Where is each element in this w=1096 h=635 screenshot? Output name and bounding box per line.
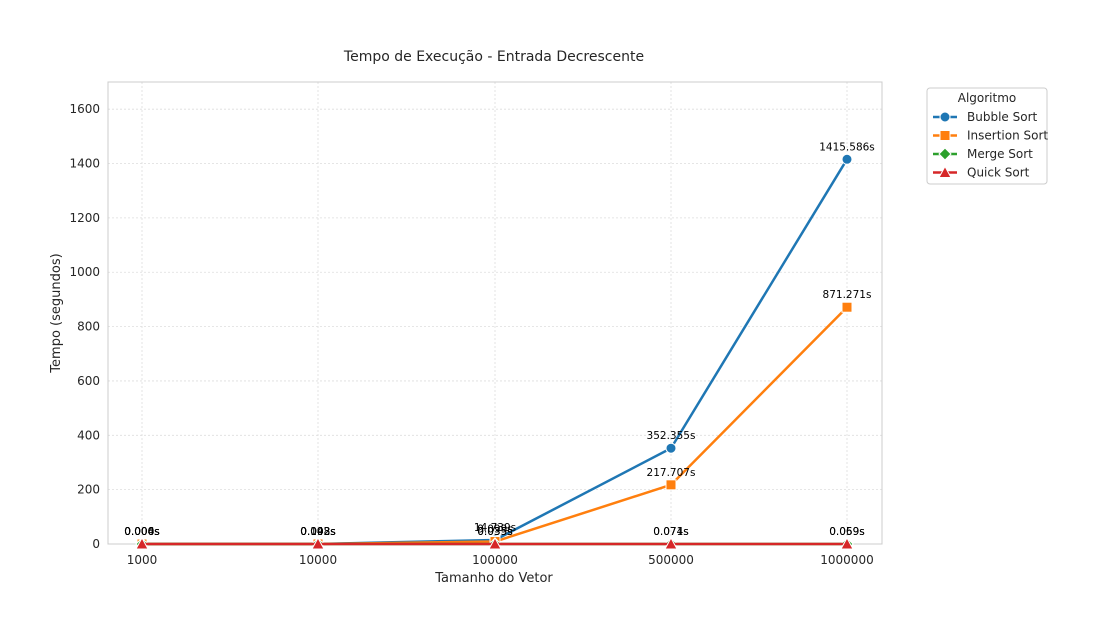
y-tick-label: 400 bbox=[77, 428, 100, 442]
data-label-quick-sort: 0.059s bbox=[829, 526, 865, 538]
legend-box bbox=[926, 87, 1048, 185]
data-point-bubble-sort bbox=[841, 153, 853, 165]
data-label-merge-sort: 0.074s bbox=[653, 526, 689, 538]
x-axis-label: Tamanho do Vetor bbox=[434, 571, 553, 586]
data-point-insertion-sort bbox=[841, 301, 853, 313]
data-label-bubble-sort: 14.739s bbox=[474, 522, 516, 534]
y-tick-label: 1400 bbox=[69, 157, 100, 171]
series-line-bubble-sort bbox=[141, 158, 849, 546]
x-tick-label: 10000 bbox=[299, 553, 337, 567]
data-point-quick-sort bbox=[840, 536, 854, 550]
data-point-quick-sort bbox=[488, 536, 502, 550]
y-tick-label: 1200 bbox=[69, 211, 100, 225]
legend-marker-insertion-sort bbox=[939, 130, 951, 141]
legend-marker-bubble-sort bbox=[939, 111, 951, 123]
data-label-merge-sort: 0.069s bbox=[829, 526, 865, 538]
data-label-insertion-sort: 0.004s bbox=[124, 526, 160, 538]
legend-marker-quick-sort bbox=[938, 165, 952, 178]
y-tick-label: 600 bbox=[77, 374, 100, 388]
data-point-insertion-sort bbox=[665, 479, 677, 491]
legend-marker-merge-sort bbox=[938, 147, 952, 161]
legend-label-quick-sort: Quick Sort bbox=[967, 166, 1030, 180]
x-tick-label: 1000000 bbox=[820, 553, 873, 567]
y-tick-label: 0 bbox=[92, 537, 100, 551]
data-point-quick-sort bbox=[664, 536, 678, 550]
data-point-quick-sort bbox=[311, 536, 325, 550]
y-axis-label: Tempo (segundos) bbox=[49, 253, 64, 373]
chart-title: Tempo de Execução - Entrada Decrescente bbox=[343, 49, 644, 65]
legend-label-merge-sort: Merge Sort bbox=[967, 147, 1033, 161]
y-tick-label: 1000 bbox=[69, 265, 100, 279]
x-tick-label: 100000 bbox=[472, 553, 518, 567]
data-labels: 0.006s 0.148s 14.739s 352.355s 1415.586s 0.00… bbox=[124, 141, 875, 538]
data-label-quick-sort: 0.000s bbox=[124, 526, 160, 538]
data-label-merge-sort: 0.000s bbox=[124, 526, 160, 538]
data-label-merge-sort: 0.003s bbox=[300, 526, 336, 538]
y-tick-label: 200 bbox=[77, 483, 100, 497]
data-label-insertion-sort: 217.707s bbox=[647, 467, 696, 479]
data-point-bubble-sort bbox=[665, 442, 677, 454]
legend-label-bubble-sort: Bubble Sort bbox=[967, 110, 1037, 124]
data-label-merge-sort: 0.035s bbox=[477, 526, 513, 538]
data-point-quick-sort bbox=[135, 536, 149, 550]
grid bbox=[108, 82, 882, 544]
data-label-quick-sort: 0.035s bbox=[477, 526, 513, 538]
data-label-bubble-sort: 352.355s bbox=[647, 430, 696, 442]
y-tick-label: 800 bbox=[77, 320, 100, 334]
data-label-quick-sort: 0.003s bbox=[300, 526, 336, 538]
legend-label-insertion-sort: Insertion Sort bbox=[967, 129, 1048, 143]
series bbox=[135, 153, 854, 551]
data-label-bubble-sort: 1415.586s bbox=[819, 141, 875, 153]
legend: Algoritmo Bubble Sort Insertion Sort Merge… bbox=[926, 87, 1048, 185]
series-line-insertion-sort bbox=[141, 306, 848, 546]
legend-title: Algoritmo bbox=[958, 91, 1017, 105]
data-label-bubble-sort: 0.148s bbox=[300, 526, 336, 538]
data-label-insertion-sort: 9.099s bbox=[477, 524, 513, 536]
y-tick-label: 1600 bbox=[69, 102, 100, 116]
axis-ticks: 0 200 400 600 800 1000 1200 1400 1600 1000 10000 10… bbox=[69, 102, 873, 567]
data-label-quick-sort: 0.071s bbox=[653, 526, 689, 538]
data-label-bubble-sort: 0.006s bbox=[124, 526, 160, 538]
x-tick-label: 500000 bbox=[648, 553, 694, 567]
x-tick-label: 1000 bbox=[127, 553, 158, 567]
data-label-insertion-sort: 871.271s bbox=[823, 289, 872, 301]
data-label-insertion-sort: 0.092s bbox=[300, 526, 336, 538]
